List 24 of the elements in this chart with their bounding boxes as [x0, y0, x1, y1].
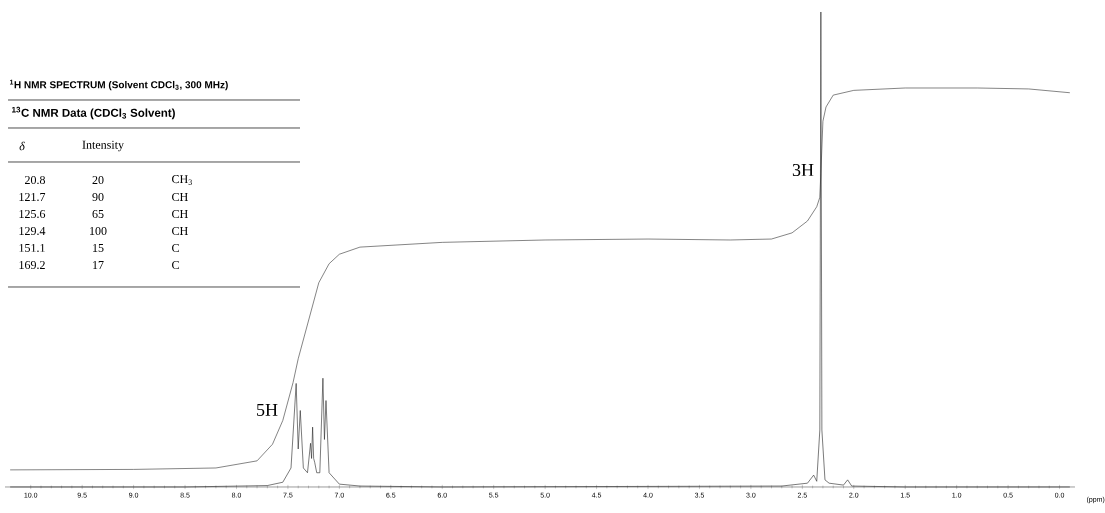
annotation: CH$_{3}$: [172, 175, 192, 185]
text: Intensity: [82, 140, 124, 152]
category-label: 169.2: [19, 260, 45, 270]
category-label: 129.4: [19, 226, 46, 236]
annotation: 5H: [257, 404, 278, 416]
data-label: 90: [92, 192, 104, 202]
annotation: 3H: [792, 163, 814, 177]
category-label: 125.6: [19, 209, 46, 219]
data-label: 65: [92, 209, 104, 219]
annotation: CH: [172, 209, 188, 219]
data-label: 15: [93, 243, 104, 252]
category-label: 20.8: [25, 175, 46, 185]
text: $^{13}$C NMR Data (CDCl$_{3}$ Solvent): [12, 106, 175, 120]
text: δ: [19, 141, 25, 151]
annotation: CH: [172, 192, 188, 202]
category-label: 121.7: [19, 192, 46, 202]
annotation: C: [172, 260, 179, 270]
annotation: CH: [172, 226, 188, 236]
text: $^{1}$H NMR SPECTRUM (Solvent CDCl$_{3}$, 300 MHz): [9, 79, 228, 91]
annotation: C: [172, 243, 179, 253]
data-label: 100: [90, 226, 107, 236]
category-label: 151.1: [19, 243, 45, 253]
data-label: 20: [92, 175, 104, 185]
data-label: 17: [93, 261, 104, 269]
